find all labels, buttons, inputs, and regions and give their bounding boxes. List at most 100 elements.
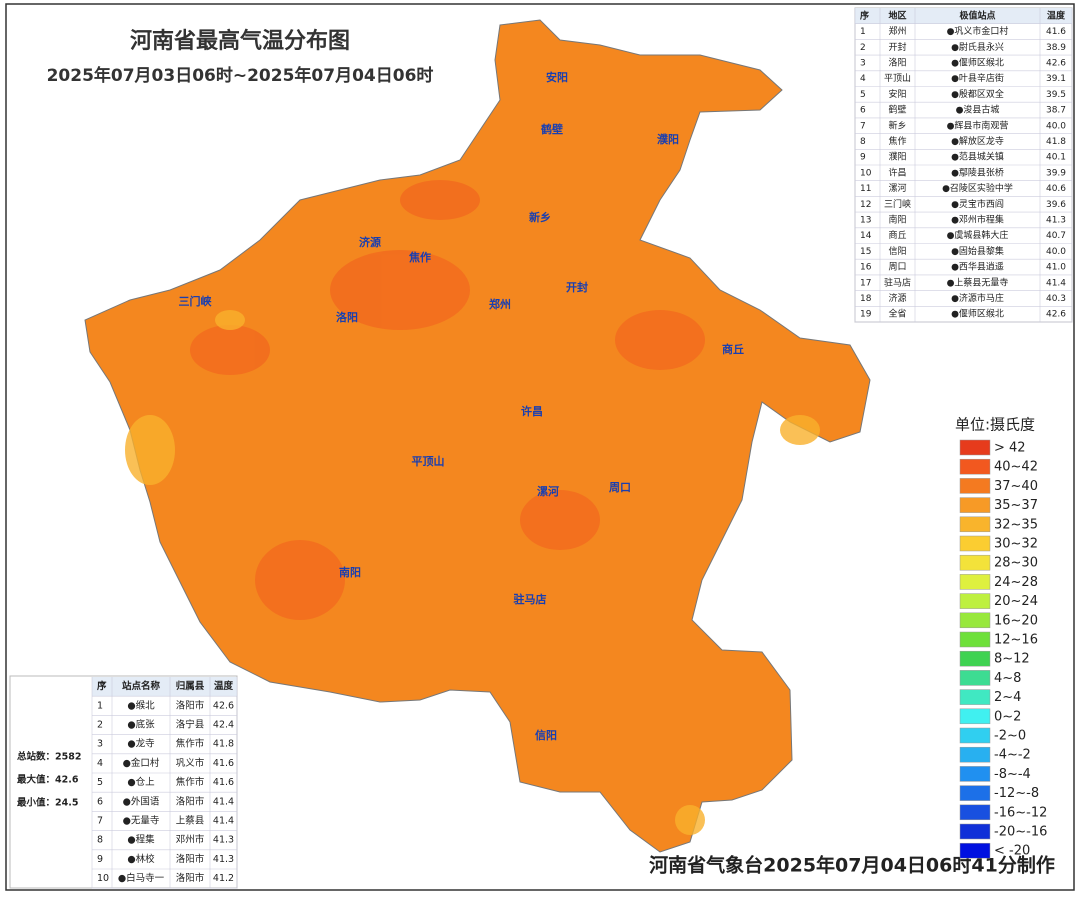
legend-swatch xyxy=(959,631,991,648)
legend-label: 40~42 xyxy=(994,460,1038,475)
legend-swatch xyxy=(959,612,991,629)
table-cell: 41.8 xyxy=(213,739,234,750)
table-cell: 安阳 xyxy=(888,88,906,100)
table-cell: ●仓上 xyxy=(127,776,155,788)
legend-label: 16~20 xyxy=(994,613,1038,628)
city-label: 平顶山 xyxy=(412,454,445,468)
legend-label: 12~16 xyxy=(994,633,1038,648)
table-cell: 40.3 xyxy=(1046,294,1066,304)
table-cell: ●巩义市金口村 xyxy=(947,25,1009,37)
legend-swatch xyxy=(959,478,991,494)
legend-label: 4~8 xyxy=(994,671,1021,686)
table-cell: ●偃师区缑北 xyxy=(951,56,1004,68)
table-cell: ●金口村 xyxy=(123,757,160,769)
city-label: 驻马店 xyxy=(514,592,547,606)
table-cell: 42.6 xyxy=(1046,58,1066,68)
legend-swatch xyxy=(959,593,991,609)
legend-swatch xyxy=(959,727,991,744)
legend-label: < -20 xyxy=(994,844,1030,859)
table-header: 极值站点 xyxy=(959,9,995,21)
legend-title: 单位:摄氏度 xyxy=(955,416,1035,434)
table-cell: ●程集 xyxy=(127,834,155,846)
city-label: 鹤壁 xyxy=(541,122,563,136)
table-cell: 周口 xyxy=(888,262,906,273)
table-cell: ●辉县市南观营 xyxy=(947,119,1009,131)
legend-swatch xyxy=(959,458,991,475)
table-cell: 济源 xyxy=(888,292,906,304)
stat: 最小值：24.5 xyxy=(17,797,78,809)
table-cell: ●固始县黎集 xyxy=(951,245,1004,257)
legend-swatch xyxy=(959,804,991,821)
table-cell: ●林校 xyxy=(127,853,155,865)
table-cell: 7 xyxy=(860,121,866,131)
table-cell: 12 xyxy=(860,200,871,210)
stat: 最大值：42.6 xyxy=(17,774,79,786)
legend-label: 8~12 xyxy=(994,652,1030,667)
table-cell: 鹤壁 xyxy=(888,104,906,116)
table-cell: 濮阳 xyxy=(888,151,906,163)
table-cell: 5 xyxy=(97,777,103,788)
table-cell: 洛阳市 xyxy=(176,699,205,711)
table-cell: ●西华县逍遥 xyxy=(951,261,1004,273)
legend-label: -16~-12 xyxy=(994,805,1047,820)
table-header-bg xyxy=(92,677,237,697)
table-cell: ●范县城关镇 xyxy=(951,151,1004,163)
table-header: 温度 xyxy=(214,680,234,692)
table-cell: 漯河 xyxy=(888,182,906,194)
table-cell: 郑州 xyxy=(888,25,906,37)
table-cell: 开封 xyxy=(888,41,906,53)
table-cell: 5 xyxy=(860,90,866,100)
table-cell: 9 xyxy=(860,153,866,163)
legend-swatch xyxy=(959,554,991,571)
legend-swatch xyxy=(959,708,991,725)
table-cell: 42.6 xyxy=(213,700,234,711)
table-cell: 17 xyxy=(860,278,871,288)
city-label: 新乡 xyxy=(529,210,551,224)
legend-swatch xyxy=(959,766,991,782)
table-cell: 南阳 xyxy=(888,213,906,225)
table-cell: 焦作 xyxy=(888,135,906,147)
table-cell: 洛阳 xyxy=(888,56,906,68)
legend-label: 35~37 xyxy=(994,498,1038,513)
legend-swatch xyxy=(959,823,991,840)
table-cell: 41.6 xyxy=(213,777,234,788)
table-cell: 洛阳市 xyxy=(176,795,205,807)
table-cell: 18 xyxy=(860,294,872,304)
table-cell: 19 xyxy=(860,310,872,320)
table-header: 序 xyxy=(97,680,107,692)
legend-swatch xyxy=(959,497,991,513)
table-cell: ●上蔡县无量寺 xyxy=(947,276,1009,288)
table-cell: 16 xyxy=(860,263,872,273)
table-cell: 41.3 xyxy=(1046,215,1066,225)
table-cell: 41.4 xyxy=(213,796,234,807)
legend-swatch xyxy=(959,746,991,763)
table-cell: 38.7 xyxy=(1046,106,1066,116)
table-cell: 洛宁县 xyxy=(176,719,205,731)
table-cell: 15 xyxy=(860,247,871,257)
table-cell: 1 xyxy=(97,700,103,711)
city-label: 信阳 xyxy=(535,728,557,742)
city-label: 安阳 xyxy=(546,70,568,84)
table-cell: ●浚县古城 xyxy=(956,104,1000,116)
table-cell: 3 xyxy=(860,58,866,68)
table-cell: ●外国语 xyxy=(123,795,160,807)
table-cell: 39.9 xyxy=(1046,168,1066,178)
table-cell: 40.6 xyxy=(1046,184,1066,194)
table-cell: ●尉氏县永兴 xyxy=(951,41,1004,53)
table-cell: ●叶县辛店街 xyxy=(951,72,1004,84)
table-cell: ●灵宝市西阎 xyxy=(951,198,1004,210)
table-cell: 4 xyxy=(97,758,103,769)
city-label: 洛阳 xyxy=(336,310,358,324)
legend-label: 0~2 xyxy=(994,709,1021,724)
table-header: 温度 xyxy=(1047,9,1066,21)
table-cell: 40.0 xyxy=(1046,121,1066,131)
table-cell: 41.8 xyxy=(1046,137,1066,147)
table-cell: ●偃师区缑北 xyxy=(951,308,1004,320)
table-cell: 14 xyxy=(860,231,872,241)
legend-label: 32~35 xyxy=(994,517,1038,532)
legend-swatch xyxy=(959,670,991,686)
legend-label: -20~-16 xyxy=(994,825,1047,840)
subtitle: 2025年07月03日06时~2025年07月04日06时 xyxy=(47,65,434,86)
table-cell: 平顶山 xyxy=(884,73,911,84)
